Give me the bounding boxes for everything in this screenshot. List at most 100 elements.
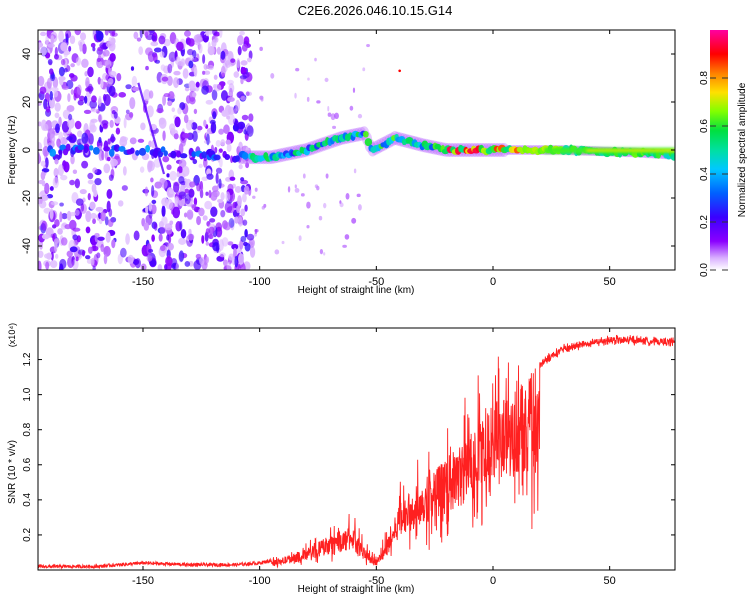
noise-blob [104, 30, 109, 36]
snr-plot-area [38, 334, 675, 570]
noise-blob [69, 179, 76, 186]
noise-blob [58, 116, 62, 128]
noise-blob [85, 76, 90, 89]
noise-blob [84, 95, 88, 104]
noise-blob [146, 255, 153, 262]
x-tick-label: -100 [249, 276, 271, 288]
noise-blob [145, 65, 149, 71]
noise-blob [150, 41, 159, 47]
noise-blob [187, 38, 195, 47]
noise-blob [187, 233, 195, 241]
noise-blob [228, 83, 235, 94]
outlier-dot [398, 69, 401, 73]
noise-blob [220, 192, 225, 201]
noise-blob [90, 118, 98, 123]
noise-blob [79, 41, 83, 52]
noise-blob [254, 229, 258, 235]
signal-blob [103, 146, 111, 152]
noise-blob [166, 173, 170, 178]
noise-blob [77, 99, 84, 106]
y-tick-label: 20 [21, 96, 33, 108]
noise-blob [212, 111, 217, 120]
colorbar-tick-label: 0.2 [699, 215, 710, 229]
noise-blob [215, 140, 221, 147]
noise-blob [160, 245, 166, 252]
noise-blob [173, 70, 181, 76]
noise-blob [215, 172, 219, 184]
noise-blob [351, 217, 357, 224]
noise-blob [79, 188, 87, 195]
noise-blob [306, 201, 311, 209]
spectrogram-x-axis: -150 -100 -50 0 50 [132, 30, 616, 288]
noise-blob [211, 89, 218, 101]
noise-blob [66, 250, 73, 258]
noise-blob [281, 240, 285, 245]
y-tick-label: -40 [21, 238, 33, 254]
noise-blob [168, 51, 177, 63]
noise-blob [344, 234, 350, 240]
noise-blob [166, 164, 172, 171]
x-tick-label: -100 [249, 575, 271, 587]
noise-blob [144, 186, 149, 197]
noise-blob [234, 216, 239, 224]
noise-blob [197, 125, 203, 131]
noise-blob [137, 138, 145, 143]
noise-blob [162, 155, 170, 163]
noise-blob [98, 95, 102, 107]
noise-blob [92, 266, 96, 270]
x-tick-label: -150 [132, 575, 154, 587]
noise-blob [202, 70, 206, 75]
noise-blob [274, 249, 280, 255]
chart-title: C2E6.2026.046.10.15.G14 [298, 3, 453, 18]
noise-blob [164, 223, 173, 231]
colorbar-tick-label: 0.8 [699, 71, 710, 85]
noise-blob [59, 202, 64, 207]
noise-blob [153, 222, 158, 231]
noise-blob [196, 182, 201, 192]
noise-blob [61, 85, 69, 90]
noise-blob [222, 259, 228, 267]
snr-x-axis: -150 -100 -50 0 50 [132, 328, 616, 587]
noise-blob [223, 124, 230, 135]
signal-blob [191, 151, 197, 158]
noise-blob [287, 186, 291, 193]
noise-blob [86, 85, 94, 92]
signal-blob [77, 144, 85, 151]
noise-blob [357, 204, 362, 211]
noise-blob [100, 211, 106, 222]
noise-blob [306, 96, 310, 102]
noise-blob [116, 73, 122, 82]
noise-blob [236, 205, 241, 214]
noise-blob [231, 243, 239, 250]
noise-blob [92, 46, 96, 52]
noise-blob [240, 95, 246, 101]
noise-blob [39, 196, 43, 205]
noise-blob [121, 185, 128, 191]
noise-blob [182, 68, 189, 79]
noise-blob [188, 228, 192, 235]
noise-blob [203, 70, 211, 75]
snr-frame [37, 327, 676, 571]
noise-blob [230, 58, 236, 63]
noise-blob [188, 80, 196, 90]
noise-blob [107, 138, 111, 145]
noise-blob [302, 173, 306, 179]
noise-blob [233, 71, 240, 78]
noise-blob [244, 242, 251, 252]
noise-blob [49, 68, 54, 75]
noise-blob [163, 93, 171, 98]
noise-blob [81, 250, 86, 257]
noise-blob [63, 67, 68, 73]
noise-blob [176, 171, 180, 178]
noise-blob [91, 183, 97, 194]
noise-blob [221, 72, 225, 78]
noise-blob [327, 112, 332, 117]
noise-blob [57, 228, 63, 235]
noise-blob [183, 114, 189, 124]
noise-blob [195, 253, 202, 259]
noise-blob [167, 63, 173, 74]
noise-blob [323, 252, 326, 256]
noise-blob [192, 130, 198, 142]
noise-blob [353, 168, 357, 174]
y-tick-label: 40 [21, 48, 33, 60]
